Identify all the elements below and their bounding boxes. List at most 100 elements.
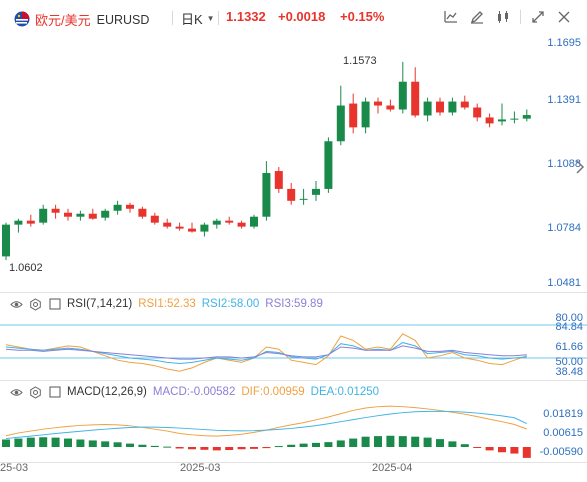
- candle-body: [26, 220, 35, 224]
- macd-bar: [250, 447, 258, 449]
- macd-bar: [237, 447, 246, 450]
- macd-bar: [138, 444, 147, 447]
- rsi-level-label: 61.66: [555, 341, 583, 353]
- macd-value: MACD:-0.00582: [152, 386, 236, 398]
- rsi1-value: RSI1:52.33: [138, 298, 196, 310]
- eye-icon[interactable]: [10, 386, 23, 399]
- candlestick-plot: [2, 61, 531, 260]
- candle-body: [460, 101, 469, 108]
- rsi-indicator-name: RSI(7,14,21): [67, 298, 133, 310]
- macd-indicator-name: MACD(12,26,9): [67, 386, 147, 398]
- macd-bar: [175, 447, 184, 449]
- candle-body: [374, 101, 382, 106]
- candle-body: [101, 210, 110, 218]
- price-axis-label: 1.0481: [547, 277, 581, 289]
- pane-divider: [0, 462, 587, 463]
- expand-icon[interactable]: [529, 8, 547, 26]
- candle-settings-icon[interactable]: [494, 8, 512, 26]
- candle-body: [126, 204, 134, 209]
- candle-body: [361, 101, 370, 128]
- gear-icon[interactable]: [29, 385, 42, 399]
- price-axis-label: 1.1391: [547, 94, 581, 106]
- rsi-level-label: 80.00: [555, 312, 583, 324]
- macd-bar: [448, 441, 457, 447]
- eye-icon[interactable]: [10, 298, 23, 311]
- pencil-icon[interactable]: [468, 8, 486, 26]
- pane-divider: [0, 292, 587, 293]
- macd-bar: [386, 435, 395, 447]
- date-axis-label: 2025-03: [180, 462, 221, 474]
- candle-body: [14, 220, 23, 225]
- candle-body: [212, 220, 221, 225]
- candle-body: [163, 222, 172, 227]
- macd-bar: [76, 439, 85, 447]
- macd-bar: [88, 440, 97, 447]
- candle-body: [287, 188, 296, 201]
- price-change: +0.0018: [278, 9, 326, 24]
- macd-bar: [411, 436, 420, 447]
- macd-bar: [126, 443, 134, 447]
- candle-body: [411, 81, 420, 116]
- rsi-line-series3: [5, 345, 527, 360]
- macd-chart: [2, 405, 531, 458]
- gear-icon[interactable]: [29, 297, 42, 311]
- chevron-right-icon[interactable]: [572, 152, 587, 182]
- candle-body: [188, 228, 196, 232]
- rsi-level-label: 50.00: [555, 356, 583, 368]
- checkbox-icon[interactable]: [48, 386, 61, 399]
- macd-bar: [287, 444, 296, 447]
- toolbar-divider: [218, 11, 219, 25]
- candle-body: [2, 224, 10, 257]
- candle-body: [39, 208, 48, 223]
- candle-body: [436, 101, 444, 113]
- macd-bar: [460, 444, 469, 447]
- candle-body: [237, 222, 246, 227]
- last-price: 1.1332: [226, 9, 266, 24]
- low-price-annotation: 1.0602: [9, 262, 43, 274]
- more-icon[interactable]: [555, 8, 573, 26]
- candle-body: [386, 105, 395, 110]
- period-label: 日K: [181, 12, 203, 27]
- macd-bar: [225, 447, 234, 450]
- candle-body: [262, 173, 271, 217]
- dif-value: DIF:0.00959: [241, 386, 305, 398]
- toolbar-divider: [172, 11, 173, 25]
- chevron-down-icon: ▼: [206, 14, 215, 23]
- candle-body: [336, 105, 345, 142]
- macd-bar: [51, 437, 60, 447]
- macd-bar: [14, 438, 23, 447]
- macd-bar: [361, 436, 370, 447]
- macd-bar: [398, 436, 407, 447]
- candle-body: [88, 213, 97, 219]
- symbol-selector[interactable]: 欧元/美元 EURUSD: [35, 10, 149, 29]
- line-chart-icon[interactable]: [442, 8, 460, 26]
- candle-body: [423, 101, 432, 116]
- macd-bar: [312, 442, 320, 447]
- candle-body: [299, 198, 308, 200]
- rsi-level-label: 38.48: [555, 366, 583, 378]
- candle-body: [113, 204, 122, 211]
- candle-body: [324, 141, 333, 189]
- candle-body: [510, 118, 519, 120]
- macd-bar: [150, 445, 159, 447]
- macd-bar: [212, 447, 221, 451]
- candle-body: [150, 215, 159, 223]
- dea-value: DEA:0.01250: [310, 386, 380, 398]
- checkbox-icon[interactable]: [48, 298, 61, 311]
- candlestick-chart[interactable]: 1.1695 1.1391 1.1088 1.0784 1.0481 1.157…: [0, 36, 587, 292]
- price-axis-label: 1.1695: [547, 37, 581, 49]
- candle-body: [349, 103, 358, 128]
- macd-bar: [299, 443, 308, 447]
- high-price-annotation: 1.1573: [343, 55, 377, 67]
- symbol-name-cn: 欧元/美元: [35, 13, 91, 28]
- toolbar-divider: [520, 10, 521, 24]
- macd-bar: [510, 447, 519, 454]
- period-selector[interactable]: 日K ▼: [181, 9, 215, 28]
- date-axis-label: 2025-04: [372, 462, 413, 474]
- macd-header: MACD(12,26,9) MACD:-0.00582 DIF:0.00959 …: [0, 382, 379, 402]
- rsi2-value: RSI2:58.00: [201, 298, 260, 310]
- candle-body: [485, 117, 494, 124]
- candle-body: [473, 107, 482, 118]
- macd-bar: [113, 442, 122, 447]
- candle-body: [64, 212, 72, 217]
